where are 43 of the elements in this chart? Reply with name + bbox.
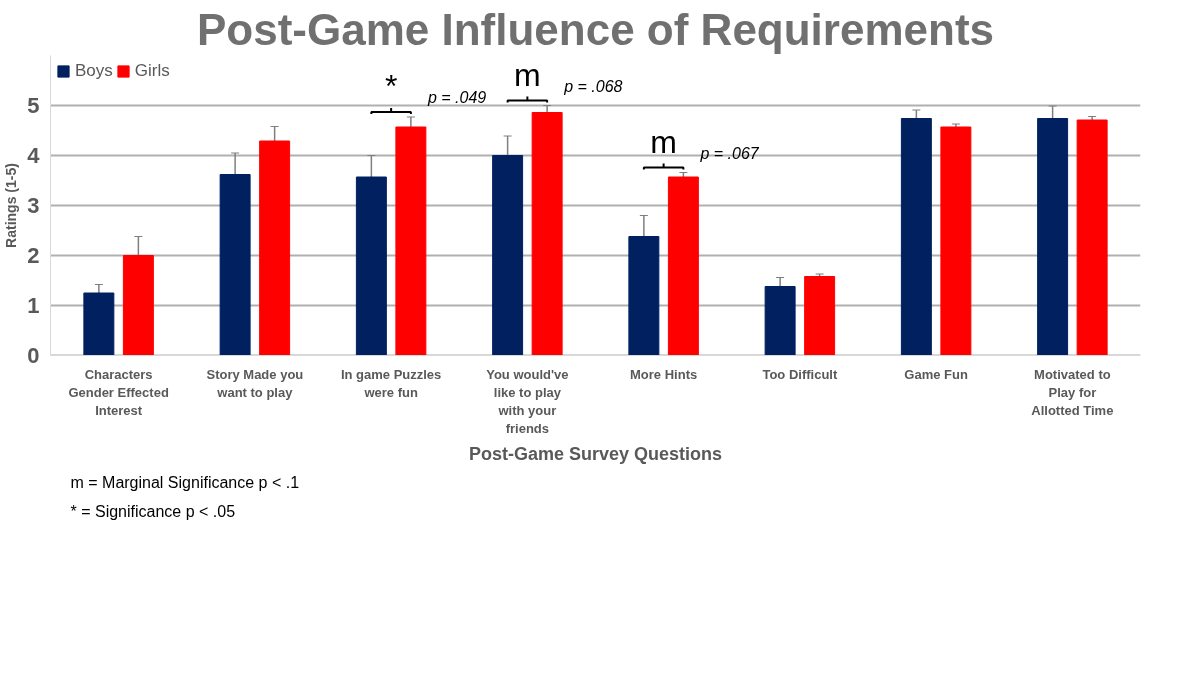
y-tick-label: 4	[27, 143, 41, 168]
bar	[122, 255, 154, 356]
bar	[531, 112, 563, 356]
text: * = Significance p < .05	[70, 502, 236, 520]
bar	[355, 176, 387, 356]
x-tick-label: Too Difficult	[762, 366, 838, 382]
annotation: p = .049	[426, 89, 487, 106]
bar	[804, 276, 836, 356]
bar	[764, 286, 796, 356]
text: m = Marginal Significance p < .1	[70, 473, 300, 491]
x-axis-title: Post-Game Survey Questions	[468, 443, 723, 464]
bar	[219, 174, 251, 356]
y-tick-label: 5	[27, 93, 40, 118]
bar	[628, 236, 660, 356]
x-tick-label: Characters Gender Effected Interest	[68, 366, 169, 418]
bar	[1076, 119, 1108, 356]
x-tick-label: You would've like to play with your friends	[486, 366, 569, 436]
bar	[395, 126, 427, 356]
annotation: p = .068	[563, 77, 623, 95]
legend-label: Boys	[75, 61, 113, 81]
bar	[259, 140, 291, 356]
bar	[900, 118, 932, 356]
y-tick-label: 3	[27, 193, 40, 218]
annotation: *	[384, 68, 398, 104]
x-tick-label: In game Puzzles were fun	[340, 366, 442, 400]
bar	[667, 176, 699, 356]
x-tick-label: Motivated to Play for Allotted Time	[1031, 366, 1114, 418]
bar	[940, 126, 972, 356]
annotation: p = .067	[699, 144, 760, 162]
legend-label: Girls	[134, 61, 170, 81]
x-tick-label: Story Made you want to play	[206, 366, 304, 400]
annotation: m	[650, 123, 677, 160]
y-tick-label: 0	[27, 343, 40, 368]
bar	[492, 155, 524, 356]
bar	[83, 292, 115, 356]
x-tick-label: More Hints	[630, 366, 698, 382]
chart-title: Post-Game Influence of Requirements	[196, 4, 995, 54]
y-axis-title: Ratings (1-5)	[3, 163, 20, 248]
annotation: m	[514, 56, 541, 93]
bar	[1037, 118, 1069, 356]
y-tick-label: 2	[27, 243, 40, 268]
x-tick-label: Game Fun	[904, 366, 968, 382]
y-tick-label: 1	[27, 293, 40, 318]
